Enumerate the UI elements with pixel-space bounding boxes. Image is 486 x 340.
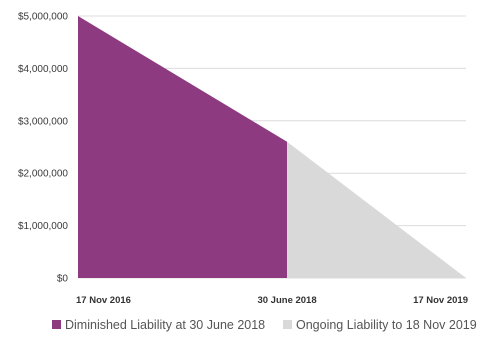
x-tick-label: 17 Nov 2016 bbox=[76, 295, 131, 306]
x-tick-label: 17 Nov 2019 bbox=[413, 295, 468, 306]
area-series bbox=[78, 16, 466, 278]
legend-label: Ongoing Liability to 18 Nov 2019 bbox=[296, 318, 477, 332]
legend: Diminished Liability at 30 June 2018 Ongo… bbox=[52, 318, 477, 332]
y-axis-ticks: $5,000,000 $4,000,000 $3,000,000 $2,000,000… bbox=[18, 12, 68, 285]
legend-swatch bbox=[283, 320, 292, 329]
legend-label: Diminished Liability at 30 June 2018 bbox=[65, 318, 265, 332]
y-tick-label: $5,000,000 bbox=[18, 12, 68, 23]
y-tick-label: $3,000,000 bbox=[18, 116, 68, 127]
x-tick-label: 30 June 2018 bbox=[257, 295, 316, 306]
x-axis-ticks: 17 Nov 2016 30 June 2018 17 Nov 2019 bbox=[76, 295, 468, 306]
y-tick-label: $0 bbox=[57, 274, 69, 285]
y-tick-label: $2,000,000 bbox=[18, 169, 68, 180]
y-tick-label: $4,000,000 bbox=[18, 64, 68, 75]
y-tick-label: $1,000,000 bbox=[18, 221, 68, 232]
legend-swatch bbox=[52, 320, 61, 329]
area-series-2 bbox=[287, 141, 466, 278]
area-series-1 bbox=[78, 16, 288, 278]
